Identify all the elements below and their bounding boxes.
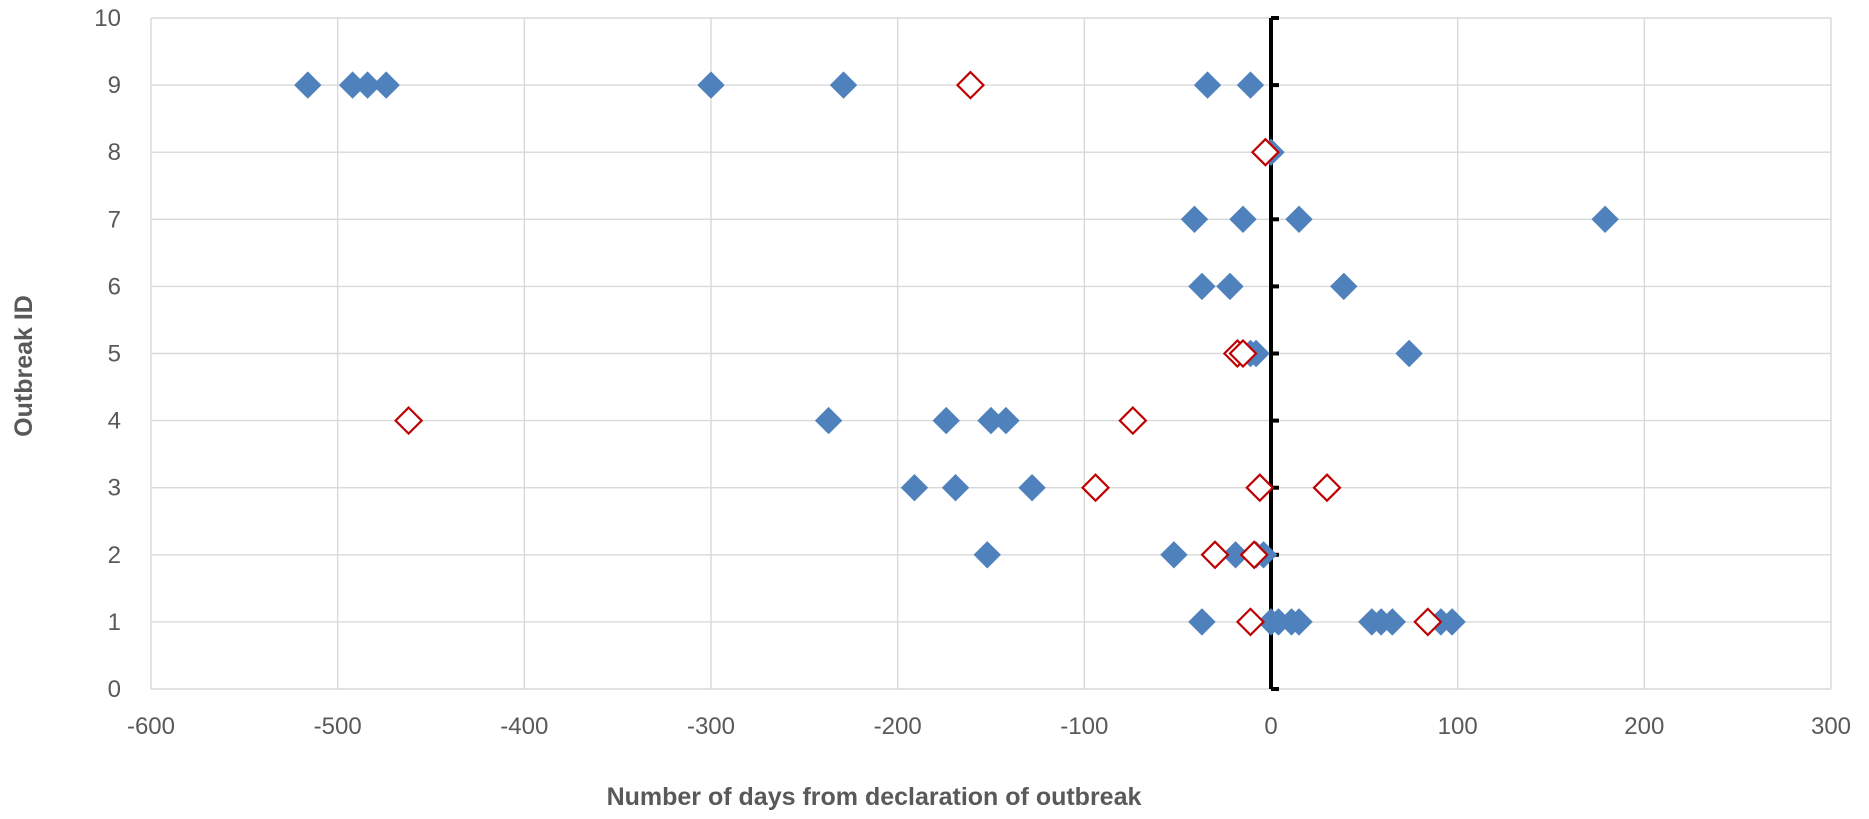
data-point-filled-diamond <box>1180 205 1209 234</box>
data-point-filled-diamond <box>814 406 843 435</box>
data-point-filled-diamond <box>697 71 725 99</box>
x-tick-label: -400 <box>500 713 548 740</box>
data-point-filled-diamond <box>1193 71 1222 99</box>
x-tick-label: -500 <box>314 713 362 740</box>
x-tick-label: -100 <box>1060 713 1108 740</box>
data-point-filled-diamond <box>1395 339 1423 368</box>
x-axis-title: Number of days from declaration of outbr… <box>607 783 1142 811</box>
data-point-filled-diamond <box>1378 608 1407 636</box>
data-point-open-diamond <box>955 70 986 100</box>
x-tick-label: 200 <box>1624 713 1664 740</box>
data-point-filled-diamond <box>932 406 960 435</box>
x-tick-label: 100 <box>1438 713 1478 740</box>
y-tick-label: 3 <box>108 475 121 502</box>
data-point-open-diamond <box>1239 540 1269 570</box>
data-point-filled-diamond <box>1188 272 1216 301</box>
x-tick-label: 300 <box>1811 713 1851 740</box>
y-tick-label: 7 <box>108 206 121 233</box>
data-point-open-diamond <box>1200 540 1230 570</box>
data-point-filled-diamond <box>353 71 382 99</box>
x-tick-label: -300 <box>687 713 735 740</box>
data-point-filled-diamond <box>1285 205 1313 234</box>
data-point-filled-diamond <box>992 406 1020 435</box>
y-tick-label: 1 <box>108 609 121 636</box>
data-point-open-diamond <box>1250 137 1280 167</box>
data-point-filled-diamond <box>1018 473 1046 502</box>
data-point-filled-diamond <box>1285 608 1313 636</box>
data-point-filled-diamond <box>829 71 858 99</box>
y-tick-label: 4 <box>108 408 121 435</box>
y-tick-label: 10 <box>94 5 121 32</box>
y-tick-label: 0 <box>108 676 121 703</box>
data-point-open-diamond <box>394 406 424 436</box>
data-point-open-diamond <box>1080 473 1111 503</box>
data-point-filled-diamond <box>941 473 970 502</box>
x-tick-label: -600 <box>127 713 175 740</box>
data-point-filled-diamond <box>1216 272 1244 301</box>
data-point-filled-diamond <box>1438 608 1466 636</box>
data-points <box>294 70 1619 637</box>
data-point-filled-diamond <box>1330 272 1358 301</box>
data-point-open-diamond <box>1118 406 1148 436</box>
x-tick-label: 0 <box>1264 713 1277 740</box>
data-point-filled-diamond <box>1160 541 1188 569</box>
y-tick-label: 2 <box>108 542 121 569</box>
data-point-open-diamond <box>1245 473 1275 503</box>
tick-labels: 0 1 2 3 4 5 6 7 8 9 10 -600 -500 -400 -300 -200 -100 0 100… <box>94 5 1851 740</box>
data-point-filled-diamond <box>372 71 400 99</box>
data-point-open-diamond <box>1312 473 1342 503</box>
data-point-filled-diamond <box>1188 608 1216 636</box>
data-point-filled-diamond <box>900 473 929 502</box>
data-point-filled-diamond <box>1591 205 1619 234</box>
data-point-filled-diamond <box>1229 205 1257 234</box>
y-tick-label: 5 <box>108 341 121 368</box>
x-tick-label: -200 <box>874 713 922 740</box>
data-point-open-diamond <box>1235 607 1266 637</box>
gridlines <box>150 17 1832 690</box>
data-point-filled-diamond <box>973 541 1001 569</box>
y-tick-label: 9 <box>108 72 121 99</box>
data-point-filled-diamond <box>1236 71 1265 99</box>
data-point-open-diamond <box>1228 338 1258 369</box>
y-axis-title: Outbreak ID <box>10 295 38 437</box>
y-tick-label: 6 <box>108 273 121 300</box>
y-tick-label: 8 <box>108 139 121 166</box>
zero-reference-line <box>1269 16 1279 691</box>
data-point-filled-diamond <box>294 71 322 99</box>
data-point-open-diamond <box>1413 607 1443 637</box>
